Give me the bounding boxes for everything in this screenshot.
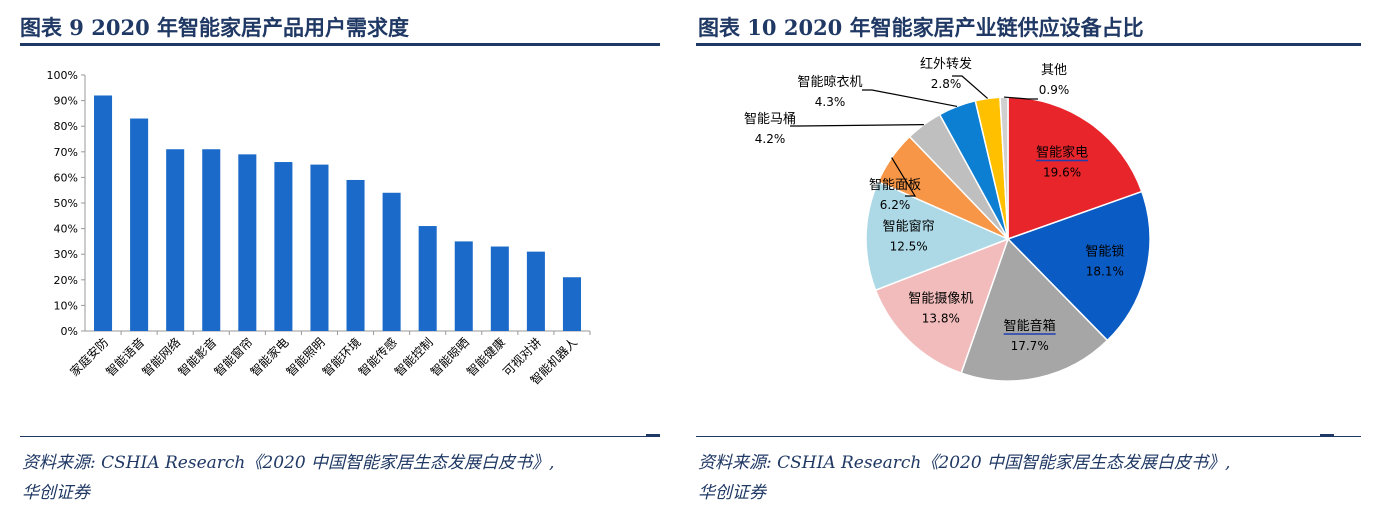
inside-value: 19.6% — [1043, 165, 1081, 179]
right-source-note: 资料来源: CSHIA Research《2020 中国智能家居生态发展白皮书》… — [698, 448, 1363, 508]
left-title-rule — [20, 43, 660, 46]
outside-label: 红外转发 — [920, 56, 972, 72]
y-tick-label: 40% — [54, 223, 78, 236]
x-tick-label: 家庭安防 — [67, 335, 112, 380]
bar — [382, 192, 401, 331]
pie-slice — [960, 237, 1109, 382]
x-tick-label: 智能健康 — [463, 335, 508, 380]
right-figure-title: 图表 10 2020 年智能家居产业链供应设备占比 — [698, 15, 1144, 40]
bar — [418, 226, 437, 331]
x-tick-label: 智能晾晒 — [427, 335, 472, 380]
leader-line — [862, 89, 958, 108]
pie-slice — [1007, 96, 1143, 241]
outside-label: 智能晾衣机 — [797, 74, 862, 90]
y-tick-label: 50% — [54, 197, 78, 210]
left-source-line-2: 华创证券 — [22, 483, 90, 503]
bar — [274, 162, 293, 331]
outside-label: 智能面板 — [869, 178, 921, 193]
right-title-rule — [696, 43, 1361, 46]
pie-chart: 智能家电 19.6% 智能锁 18.1% 智能音箱 17.7% 智能摄像机 13.8% 智能窗帘… — [744, 56, 1151, 382]
outside-label: 智能马桶 — [744, 112, 796, 127]
bar — [490, 246, 509, 331]
outside-value: 6.2% — [880, 198, 911, 212]
inside-label: 智能锁 — [1085, 243, 1124, 259]
pie-slice — [874, 237, 1010, 375]
bar — [454, 241, 473, 331]
y-tick-label: 60% — [54, 171, 78, 184]
left-figure-panel: 图表 9 2020 年智能家居产品用户需求度 0% 10% 20% 30% 40% 50%… — [0, 0, 665, 515]
bar — [94, 95, 113, 331]
x-tick-label: 智能控制 — [391, 335, 436, 380]
bar — [310, 164, 329, 331]
leader-line — [891, 157, 917, 197]
y-tick-label: 10% — [54, 299, 78, 312]
inside-label: 智能摄像机 — [908, 291, 973, 306]
bar — [130, 118, 149, 331]
pie-slice — [865, 180, 1010, 292]
x-tick-label: 智能窗帘 — [211, 335, 256, 380]
bar — [238, 154, 257, 331]
inside-label: 智能家电 — [1036, 144, 1088, 160]
x-tick-label: 智能环境 — [319, 335, 364, 380]
x-tick-label: 智能影音 — [175, 335, 220, 380]
left-figure-title: 图表 9 2020 年智能家居产品用户需求度 — [20, 15, 409, 40]
left-bottom-rule — [20, 436, 660, 437]
pie-slice — [1006, 190, 1151, 342]
inside-value: 12.5% — [890, 240, 928, 254]
x-tick-label: 智能语音 — [103, 335, 148, 380]
right-figure-panel: 图表 10 2020 年智能家居产业链供应设备占比 智能家电 19.6% 智能锁 18… — [690, 0, 1375, 515]
inside-value: 18.1% — [1086, 264, 1124, 278]
bar — [346, 179, 365, 331]
x-tick-label: 智能网络 — [139, 335, 184, 380]
outside-value: 0.9% — [1039, 83, 1070, 97]
y-tick-label: 20% — [54, 274, 78, 287]
outside-value: 2.8% — [931, 77, 962, 91]
y-tick-label: 100% — [47, 69, 78, 82]
y-tick-label: 70% — [54, 146, 78, 159]
bar-chart: 0% 10% 20% 30% 40% 50% 60% 70% 80% 90% 100% 家庭安防智能语… — [47, 69, 591, 388]
bar — [202, 149, 221, 331]
inside-label: 智能音箱 — [1004, 318, 1056, 334]
x-tick-label: 智能传感 — [355, 335, 400, 380]
bar — [562, 277, 581, 331]
right-source-line-2: 华创证券 — [698, 483, 766, 503]
leader-line — [1003, 96, 1038, 100]
leader-line — [790, 123, 924, 127]
bar — [526, 251, 545, 331]
y-tick-label: 80% — [54, 120, 78, 133]
right-source-line-1: 资料来源: CSHIA Research《2020 中国智能家居生态发展白皮书》… — [698, 453, 1231, 473]
outside-value: 4.2% — [755, 132, 786, 146]
inside-value: 17.7% — [1011, 339, 1049, 353]
left-source-line-1: 资料来源: CSHIA Research《2020 中国智能家居生态发展白皮书》… — [22, 453, 555, 473]
right-bottom-rule — [696, 436, 1361, 437]
inside-label: 智能窗帘 — [883, 219, 935, 235]
outside-label: 其他 — [1041, 63, 1067, 78]
left-source-note: 资料来源: CSHIA Research《2020 中国智能家居生态发展白皮书》… — [22, 448, 662, 508]
inside-value: 13.8% — [922, 311, 960, 325]
outside-value: 4.3% — [815, 95, 846, 109]
y-tick-label: 30% — [54, 248, 78, 261]
x-tick-label: 智能照明 — [283, 335, 328, 380]
bar — [166, 149, 185, 331]
left-bottom-tick — [646, 434, 660, 437]
leader-line — [952, 75, 988, 99]
right-bottom-tick — [1320, 434, 1334, 437]
y-tick-label: 0% — [61, 325, 78, 338]
y-tick-label: 90% — [54, 95, 78, 108]
x-tick-label: 智能家电 — [247, 335, 292, 380]
